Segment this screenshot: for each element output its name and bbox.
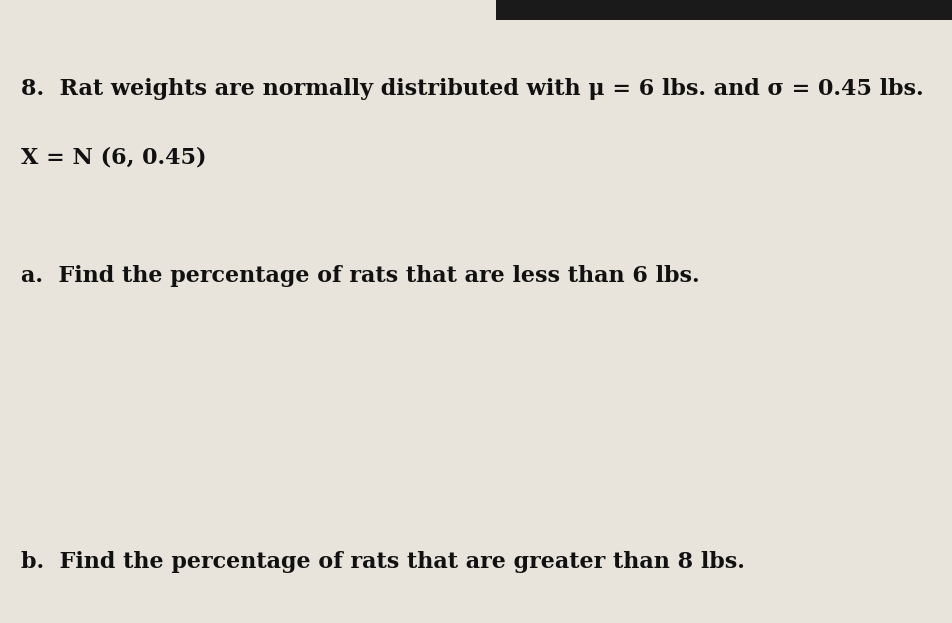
Text: X = N (6, 0.45): X = N (6, 0.45): [21, 146, 207, 168]
Text: 8.  Rat weights are normally distributed with μ = 6 lbs. and σ = 0.45 lbs.: 8. Rat weights are normally distributed …: [21, 78, 922, 100]
Text: a.  Find the percentage of rats that are less than 6 lbs.: a. Find the percentage of rats that are …: [21, 265, 699, 287]
Text: b.  Find the percentage of rats that are greater than 8 lbs.: b. Find the percentage of rats that are …: [21, 551, 744, 573]
Bar: [495, 0, 952, 20]
